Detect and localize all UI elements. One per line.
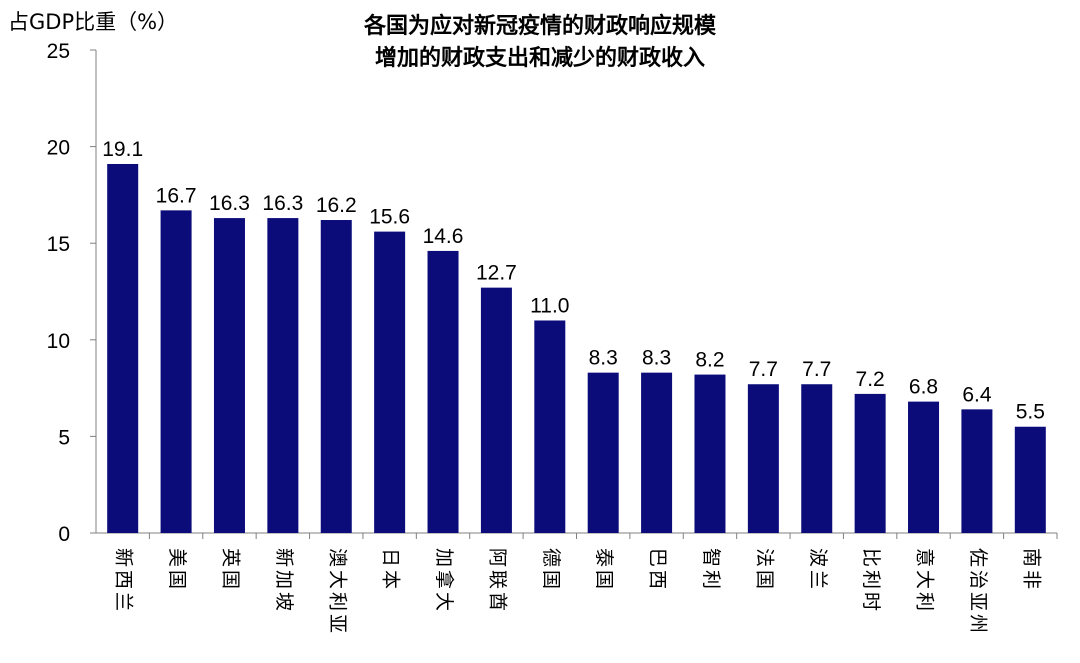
x-tick-label: 比利时	[860, 548, 882, 614]
bar	[534, 320, 566, 533]
bar	[160, 210, 192, 533]
x-tick-label: 德国	[540, 548, 562, 592]
data-label: 16.7	[156, 184, 197, 207]
bar	[267, 218, 299, 534]
bar	[961, 409, 993, 533]
y-tick-label: 0	[58, 523, 70, 546]
data-label: 12.7	[476, 262, 517, 285]
data-label: 7.7	[802, 358, 831, 381]
bar	[480, 287, 512, 533]
data-label: 6.8	[909, 376, 938, 399]
y-tick-label: 15	[47, 233, 70, 256]
data-label: 5.5	[1016, 401, 1045, 424]
data-label: 8.2	[695, 349, 724, 372]
bar	[213, 218, 245, 534]
data-label: 8.3	[589, 347, 618, 370]
bar	[320, 220, 352, 534]
x-tick-label: 阿联酋	[486, 548, 508, 614]
data-label: 14.6	[423, 225, 464, 248]
data-label: 8.3	[642, 347, 671, 370]
chart-title-line1: 各国为应对新冠疫情的财政响应规模	[363, 13, 716, 39]
data-label: 16.3	[209, 192, 250, 215]
data-label: 16.2	[316, 194, 357, 217]
x-tick-label: 泰国	[593, 548, 615, 592]
y-axis-label: 占GDP比重（%）	[8, 10, 179, 34]
bar	[1014, 426, 1046, 533]
x-tick-label: 南非	[1020, 548, 1042, 592]
x-tick-label: 英国	[219, 548, 241, 592]
data-label: 7.2	[856, 368, 885, 391]
bar	[587, 372, 619, 533]
x-tick-label: 美国	[166, 548, 188, 592]
bar	[374, 231, 406, 533]
x-tick-label: 新加坡	[273, 548, 295, 614]
data-label: 7.7	[749, 358, 778, 381]
x-tick-label: 加拿大	[433, 548, 456, 614]
y-tick-label: 5	[58, 426, 70, 449]
y-tick-label: 10	[47, 330, 70, 353]
y-tick-label: 25	[47, 40, 70, 63]
x-tick-label: 巴西	[647, 548, 669, 592]
y-tick-label: 20	[47, 137, 70, 160]
x-tick-label: 意大利	[914, 548, 936, 614]
x-tick-label: 波兰	[807, 548, 829, 592]
data-label: 6.4	[962, 383, 992, 406]
x-tick-label: 新西兰	[113, 548, 135, 614]
bar	[427, 250, 459, 534]
data-label: 19.1	[102, 138, 143, 161]
x-tick-label: 澳大利亚	[326, 548, 348, 636]
data-label: 11.0	[530, 294, 569, 317]
x-tick-label: 法国	[753, 548, 775, 592]
x-tick-label: 佐治亚州	[967, 548, 989, 636]
x-tick-label: 智利	[700, 548, 722, 592]
bar	[641, 372, 673, 533]
bar	[801, 384, 833, 533]
chart-title-line2: 增加的财政支出和减少的财政收入	[374, 45, 705, 71]
data-label: 15.6	[369, 206, 410, 229]
bar	[854, 393, 886, 533]
bar	[107, 163, 139, 533]
x-tick-label: 日本	[380, 548, 402, 592]
bar	[747, 384, 779, 533]
bar	[694, 374, 726, 533]
data-label: 16.3	[262, 192, 303, 215]
bar	[908, 401, 940, 533]
